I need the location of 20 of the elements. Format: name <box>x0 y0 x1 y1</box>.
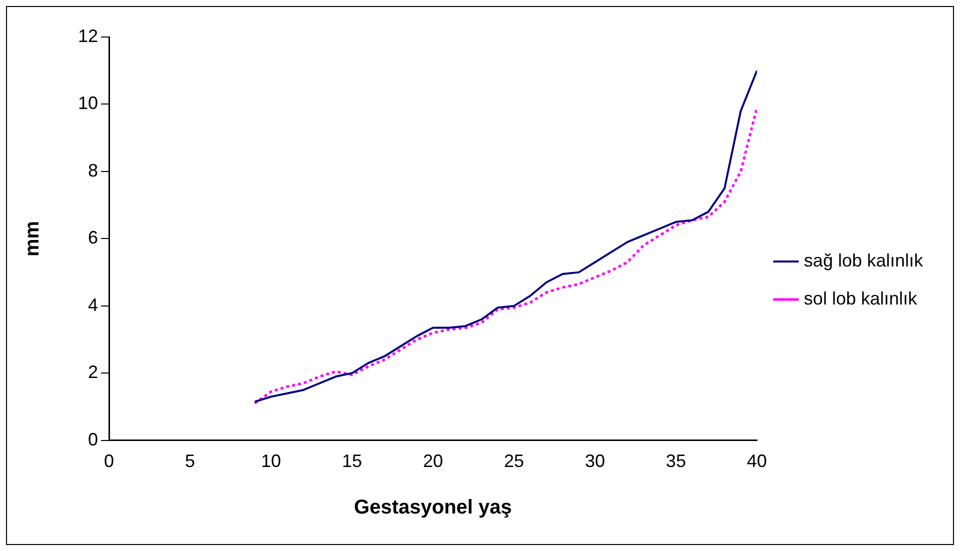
x-tick-label: 40 <box>746 451 767 472</box>
x-tick-label: 10 <box>260 451 282 472</box>
y-tick-label: 4 <box>88 294 98 315</box>
x-axis-title: Gestasyonel yaş <box>354 496 512 519</box>
y-axis-title: mm <box>22 220 44 256</box>
y-tick-label: 8 <box>88 160 98 180</box>
x-tick-label: 0 <box>104 451 114 472</box>
x-tick-label: 25 <box>504 451 524 472</box>
legend-label: sol lob kalınlık <box>804 288 918 308</box>
y-tick-label: 0 <box>88 429 98 450</box>
y-tick-label: 12 <box>78 26 98 46</box>
x-tick-label: 5 <box>185 451 196 472</box>
x-tick-label: 20 <box>422 451 443 472</box>
x-tick-label: 30 <box>584 451 605 472</box>
x-tick-label: 15 <box>342 451 362 472</box>
x-tick-label: 35 <box>666 451 686 472</box>
y-tick-label: 6 <box>88 228 98 248</box>
legend-label: sağ lob kalınlık <box>804 250 924 270</box>
y-tick-label: 10 <box>78 93 98 114</box>
y-tick-label: 2 <box>88 362 98 382</box>
